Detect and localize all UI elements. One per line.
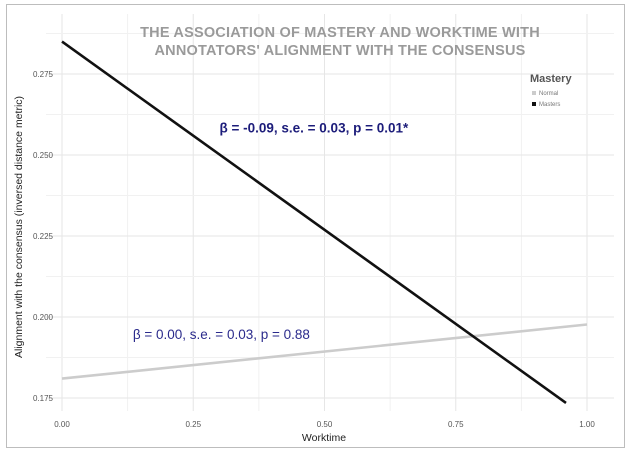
legend-title: Mastery — [530, 73, 572, 85]
annotation-masters: β = -0.09, s.e. = 0.03, p = 0.01* — [220, 120, 409, 135]
x-tick-label: 0.25 — [185, 420, 201, 429]
legend-entries: Normal Masters — [532, 91, 560, 108]
x-tick-label: 0.50 — [317, 420, 333, 429]
annotation-normal: β = 0.00, s.e. = 0.03, p = 0.88 — [133, 327, 310, 342]
y-tick-label: 0.250 — [33, 151, 54, 160]
x-tick-labels: 0.00 0.25 0.50 0.75 1.00 — [54, 420, 595, 429]
x-axis-label: Worktime — [302, 432, 346, 444]
series-line-masters — [61, 40, 567, 404]
legend-swatch-normal — [532, 91, 536, 95]
chart-title-line-1: THE ASSOCIATION OF MASTERY AND WORKTIME … — [140, 25, 540, 41]
legend-swatch-masters — [532, 102, 536, 106]
y-tick-label: 0.225 — [33, 232, 54, 241]
legend: Mastery Normal Masters — [530, 73, 572, 108]
legend-label-normal: Normal — [539, 91, 558, 97]
x-tick-label: 1.00 — [579, 420, 595, 429]
x-tick-label: 0.00 — [54, 420, 70, 429]
y-tick-label: 0.175 — [33, 394, 54, 403]
legend-label-masters: Masters — [539, 102, 560, 108]
annotations: β = -0.09, s.e. = 0.03, p = 0.01* β = 0.0… — [133, 120, 409, 342]
series-lines — [61, 40, 588, 404]
series-line-normal — [61, 323, 588, 380]
chart-title: THE ASSOCIATION OF MASTERY AND WORKTIME … — [140, 25, 540, 59]
y-tick-labels: 0.175 0.200 0.225 0.250 0.275 — [33, 70, 54, 403]
y-tick-label: 0.200 — [33, 313, 54, 322]
chart-title-line-2: ANNOTATORS' ALIGNMENT WITH THE CONSENSUS — [155, 43, 526, 59]
y-tick-label: 0.275 — [33, 70, 54, 79]
x-tick-label: 0.75 — [448, 420, 464, 429]
y-axis-label: Alignment with the consensus (inversed d… — [13, 96, 25, 358]
